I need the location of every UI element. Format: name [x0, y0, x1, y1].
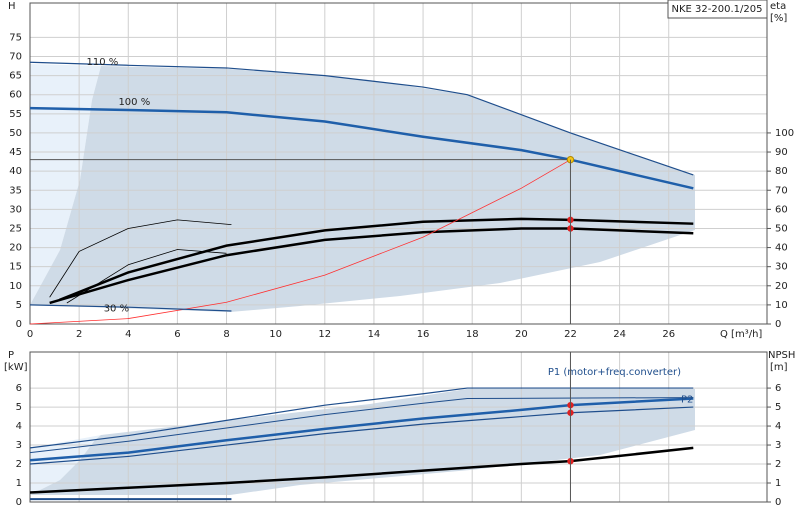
series-line — [29, 397, 694, 462]
y-tick-label: 55 — [9, 109, 22, 120]
y-tick-label: 45 — [9, 147, 22, 158]
x-tick-label: 0 — [27, 329, 33, 340]
y2-tick-label: 5 — [775, 402, 781, 413]
y-tick-label: 10 — [9, 281, 22, 292]
y2-tick-label: 6 — [775, 383, 781, 394]
y2-tick-label: 20 — [775, 281, 788, 292]
y2-tick-label: 4 — [775, 421, 781, 432]
y2-tick-label: 0 — [775, 319, 781, 330]
series-line — [29, 61, 694, 176]
x-tick-label: 14 — [368, 329, 381, 340]
y-tick-label: 20 — [9, 243, 22, 254]
x-tick-label: 10 — [269, 329, 282, 340]
y2-tick-label: 3 — [775, 440, 781, 451]
y-tick-label: 65 — [9, 71, 22, 82]
y2-tick-label: 70 — [775, 185, 788, 196]
x-tick-label: 26 — [662, 329, 675, 340]
y-tick-label: 0 — [16, 319, 22, 330]
y2-tick-label: 50 — [775, 223, 788, 234]
x-tick-label: 12 — [318, 329, 331, 340]
y2-tick-label: 60 — [775, 204, 788, 215]
x-tick-label: 8 — [223, 329, 229, 340]
y-axis-unit: [kW] — [4, 362, 28, 373]
plot-frame — [29, 2, 768, 325]
range-area-light — [30, 64, 101, 305]
series-line — [49, 227, 694, 305]
y-tick-label: 30 — [9, 204, 22, 215]
series-line — [29, 304, 232, 312]
x-tick-label: 2 — [76, 329, 82, 340]
y-tick-label: 4 — [16, 421, 22, 432]
y-tick-label: 15 — [9, 262, 22, 273]
y-tick-label: 1 — [16, 478, 22, 489]
y2-tick-label: 1 — [775, 478, 781, 489]
series-line — [29, 446, 694, 494]
x-axis-label: Q [m³/h] — [720, 329, 762, 340]
y-tick-label: 25 — [9, 223, 22, 234]
y-tick-label: 6 — [16, 383, 22, 394]
series-label: 110 % — [87, 57, 119, 68]
x-tick-label: 6 — [174, 329, 180, 340]
y-tick-label: 40 — [9, 166, 22, 177]
range-area — [30, 66, 695, 312]
y2-tick-label: 100 — [775, 128, 794, 139]
series-line — [66, 249, 227, 304]
series-label: P1 (motor+freq.converter) — [548, 367, 681, 378]
x-tick-label: 18 — [466, 329, 479, 340]
series-line — [29, 159, 571, 325]
x-tick-label: 4 — [125, 329, 131, 340]
series-line — [29, 106, 694, 190]
y2-axis-unit: [m] — [770, 362, 788, 373]
y2-tick-label: 80 — [775, 166, 788, 177]
series-label: 30 % — [104, 304, 129, 315]
series-label: P2 — [681, 395, 693, 406]
plot-frame — [29, 351, 768, 503]
y2-tick-label: 0 — [775, 497, 781, 508]
y-tick-label: 75 — [9, 32, 22, 43]
y2-tick-label: 30 — [775, 262, 788, 273]
y-tick-label: 5 — [16, 300, 22, 311]
y2-axis-unit: [%] — [770, 13, 787, 24]
x-tick-label: 24 — [613, 329, 626, 340]
y-tick-label: 60 — [9, 90, 22, 101]
y2-tick-label: 40 — [775, 243, 788, 254]
title-box — [667, 0, 768, 19]
range-area-light — [30, 435, 101, 495]
y-axis-label: P — [8, 350, 14, 361]
y2-tick-label: 10 — [775, 300, 788, 311]
series-line — [29, 406, 694, 465]
y-tick-label: 35 — [9, 185, 22, 196]
series-line — [29, 397, 694, 454]
y2-tick-label: 90 — [775, 147, 788, 158]
y2-tick-label: 2 — [775, 459, 781, 470]
y-tick-label: 3 — [16, 440, 22, 451]
y2-axis-label: NPSH — [768, 350, 795, 361]
y2-axis-label: eta — [770, 1, 786, 12]
series-line — [49, 219, 232, 298]
y-tick-label: 5 — [16, 402, 22, 413]
x-tick-label: 16 — [417, 329, 430, 340]
y-tick-label: 70 — [9, 52, 22, 63]
y-tick-label: 50 — [9, 128, 22, 139]
chart-title: NKE 32-200.1/205 — [672, 4, 763, 15]
x-tick-label: 22 — [564, 329, 577, 340]
plot-layer: 0 2 4 6 8 10 12 14 16 18 20 22 24 2605101520253035404… — [9, 2, 794, 508]
series-label: 100 % — [118, 97, 150, 108]
y-tick-label: 0 — [16, 497, 22, 508]
y-axis-label: H — [8, 1, 16, 12]
x-tick-label: 20 — [515, 329, 528, 340]
series-line — [29, 387, 694, 449]
series-line — [59, 217, 694, 302]
y-tick-label: 2 — [16, 459, 22, 470]
